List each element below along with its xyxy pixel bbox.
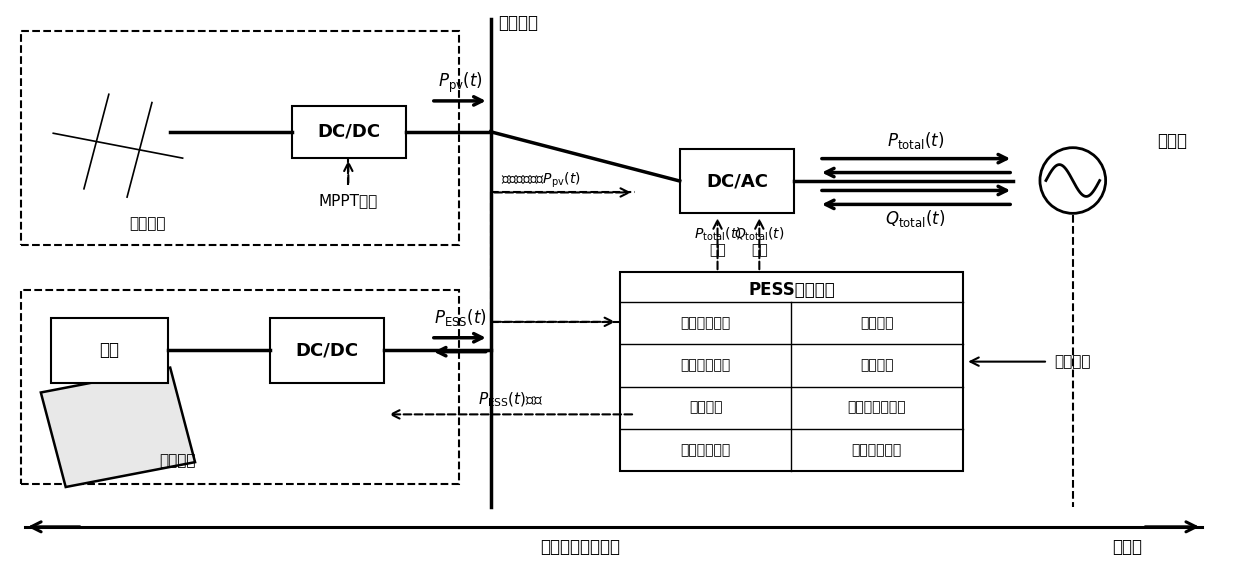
Text: 配电网: 配电网 — [1157, 132, 1188, 150]
Bar — [21, 32, 459, 245]
Bar — [21, 290, 459, 484]
Text: 电价信息: 电价信息 — [1054, 354, 1091, 369]
Text: 储能: 储能 — [99, 341, 119, 359]
Text: 光伏单元: 光伏单元 — [129, 216, 166, 231]
Bar — [680, 148, 794, 213]
Text: DC/DC: DC/DC — [295, 341, 358, 359]
Text: $P_{\rm ESS}(t)$指令: $P_{\rm ESS}(t)$指令 — [477, 390, 543, 409]
Text: DC/DC: DC/DC — [317, 123, 381, 141]
Text: 配电网: 配电网 — [1112, 537, 1142, 556]
Text: 上网电量收益: 上网电量收益 — [681, 316, 730, 330]
Text: MPPT策略: MPPT策略 — [319, 193, 378, 208]
Text: 柔性并网光储系统: 柔性并网光储系统 — [541, 537, 620, 556]
Text: 辅助服务收益: 辅助服务收益 — [681, 358, 730, 372]
Text: $P_{\rm total}(t)$: $P_{\rm total}(t)$ — [693, 226, 742, 244]
Text: $P_{\rm total}(t)$: $P_{\rm total}(t)$ — [887, 130, 944, 151]
Text: PESS决策系统: PESS决策系统 — [748, 281, 835, 299]
Text: 储能单元: 储能单元 — [159, 454, 196, 469]
Text: $Q_{\rm total}(t)$: $Q_{\rm total}(t)$ — [734, 226, 785, 244]
Bar — [620, 272, 963, 471]
Bar — [270, 318, 384, 383]
Text: 光伏最大出力$P_{\rm pv}(t)$: 光伏最大出力$P_{\rm pv}(t)$ — [501, 171, 580, 190]
Text: 放电深度约束: 放电深度约束 — [852, 443, 901, 457]
Text: DC/AC: DC/AC — [706, 172, 768, 190]
Text: 电量约束: 电量约束 — [861, 316, 894, 330]
Text: 充放电次数约束: 充放电次数约束 — [847, 401, 906, 415]
Text: 功率约束: 功率约束 — [861, 358, 894, 372]
Text: $P_{\rm pv}(t)$: $P_{\rm pv}(t)$ — [438, 71, 484, 95]
Text: 运行损耗费用: 运行损耗费用 — [681, 443, 730, 457]
Text: 指令: 指令 — [709, 244, 725, 258]
Bar — [291, 106, 405, 158]
Text: 购电费用: 购电费用 — [689, 401, 723, 415]
Bar — [51, 318, 169, 383]
Text: 直流母线: 直流母线 — [498, 14, 538, 32]
Text: 指令: 指令 — [751, 244, 768, 258]
Text: $Q_{\rm total}(t)$: $Q_{\rm total}(t)$ — [885, 208, 946, 229]
Text: $P_{\rm ESS}(t)$: $P_{\rm ESS}(t)$ — [434, 307, 487, 328]
Polygon shape — [41, 368, 195, 487]
